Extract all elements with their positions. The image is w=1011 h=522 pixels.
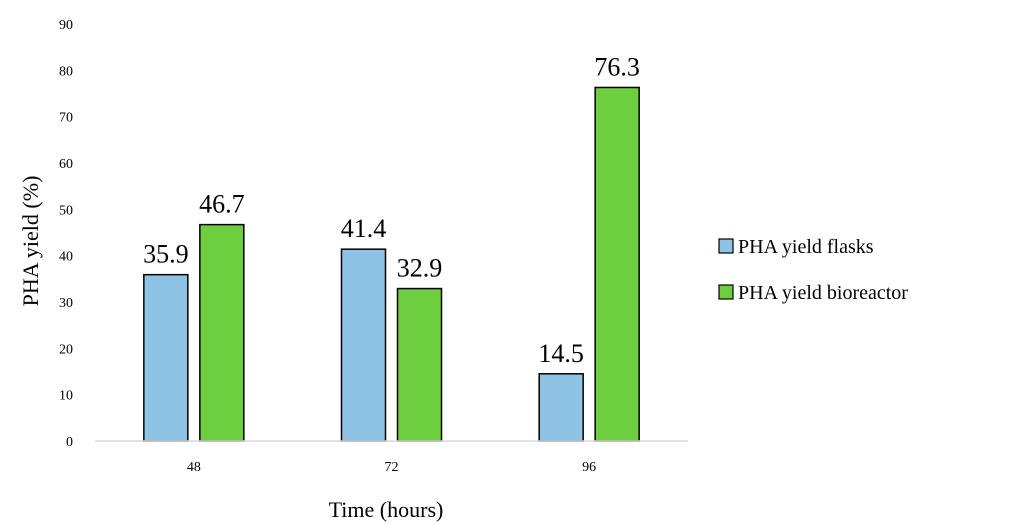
x-axis-ticks: 48 72 96 (187, 460, 596, 475)
x-tick-label: 48 (187, 460, 201, 475)
y-axis-title: PHA yield (%) (18, 176, 43, 307)
x-axis-title: Time (hours) (329, 497, 444, 522)
y-tick-label: 80 (59, 64, 73, 79)
y-tick-label: 70 (59, 111, 73, 126)
data-labels-group: 35.9 46.7 41.4 32.9 14.5 76.3 (143, 52, 640, 367)
bar-flasks-72 (340, 248, 387, 442)
bar-flasks-96 (538, 373, 584, 442)
y-tick-label: 0 (66, 435, 73, 450)
legend: PHA yield flasks PHA yield bioreactor (718, 236, 908, 304)
y-tick-label: 10 (59, 389, 73, 404)
y-tick-label: 50 (59, 203, 73, 218)
y-tick-label: 60 (59, 157, 73, 172)
bar-bioreactor-72 (396, 287, 443, 442)
y-tick-label: 90 (59, 18, 73, 33)
y-axis-ticks: 0 10 20 30 40 50 60 70 80 90 (59, 18, 73, 450)
data-label: 35.9 (143, 240, 189, 269)
data-label: 46.7 (199, 190, 245, 219)
legend-swatch (718, 238, 734, 254)
legend-swatch (718, 284, 734, 300)
data-label: 41.4 (341, 214, 387, 243)
y-tick-label: 30 (59, 296, 73, 311)
data-label: 32.9 (397, 254, 443, 283)
legend-label: PHA yield flasks (738, 236, 874, 258)
x-tick-label: 96 (582, 460, 596, 475)
bar-bioreactor-48 (199, 223, 245, 442)
data-label: 14.5 (538, 339, 584, 368)
bars-group (143, 86, 640, 442)
bar-flasks-48 (143, 273, 189, 442)
y-tick-label: 40 (59, 250, 73, 265)
y-tick-label: 20 (59, 342, 73, 357)
data-label: 76.3 (594, 52, 640, 81)
bar-bioreactor-96 (594, 86, 640, 442)
legend-label: PHA yield bioreactor (738, 282, 908, 304)
x-tick-label: 72 (385, 460, 399, 475)
